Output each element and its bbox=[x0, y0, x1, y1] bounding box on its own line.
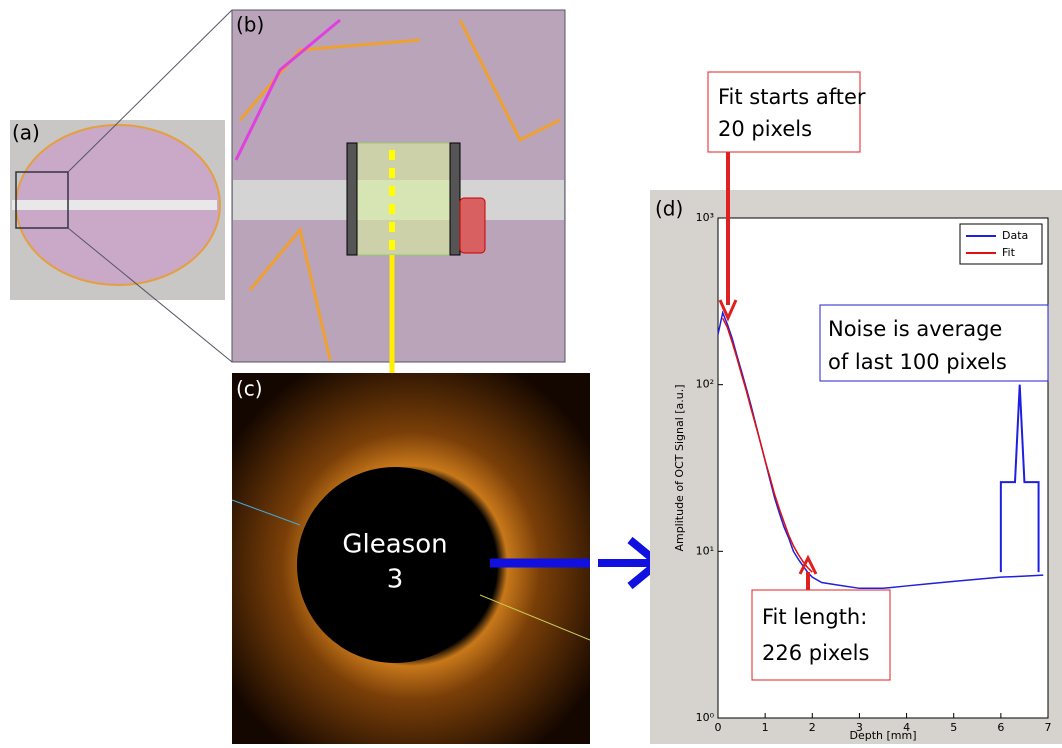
tissue-gap bbox=[12, 200, 217, 210]
y-tick-label: 10¹ bbox=[696, 544, 714, 557]
x-tick-label: 7 bbox=[1045, 721, 1052, 734]
x-tick-label: 5 bbox=[950, 721, 957, 734]
panel-label: (d) bbox=[655, 197, 683, 221]
x-tick-label: 2 bbox=[809, 721, 816, 734]
annotation: Noise is average bbox=[828, 317, 1002, 341]
scan-region bbox=[355, 143, 455, 255]
annotation: Fit starts after bbox=[718, 85, 866, 109]
legend bbox=[960, 224, 1042, 264]
panel-label: (b) bbox=[236, 13, 264, 37]
oct-label: 3 bbox=[387, 565, 404, 595]
panel-label: (a) bbox=[12, 121, 40, 145]
panel-label: (c) bbox=[236, 377, 263, 401]
annotation: 226 pixels bbox=[762, 641, 869, 665]
y-tick-label: 10² bbox=[696, 378, 714, 391]
annotation: of last 100 pixels bbox=[828, 350, 1007, 374]
y-tick-label: 10³ bbox=[696, 211, 714, 224]
marker bbox=[347, 143, 357, 255]
legend-label: Data bbox=[1002, 229, 1028, 242]
annotation: 20 pixels bbox=[718, 117, 812, 141]
x-tick-label: 6 bbox=[997, 721, 1004, 734]
marker bbox=[460, 198, 485, 253]
legend-label: Fit bbox=[1002, 246, 1016, 259]
annotation-box bbox=[752, 590, 890, 680]
figure: Gleason 3 (a) (b) (c) (d) Depth [mm] Amp… bbox=[0, 0, 1062, 744]
x-tick-label: 3 bbox=[856, 721, 863, 734]
y-tick-label: 10⁰ bbox=[696, 711, 715, 724]
oct-label: Gleason bbox=[342, 530, 447, 560]
marker bbox=[450, 143, 460, 255]
x-tick-label: 0 bbox=[715, 721, 722, 734]
annotation: Fit length: bbox=[762, 605, 867, 629]
x-tick-label: 4 bbox=[903, 721, 910, 734]
x-tick-label: 1 bbox=[762, 721, 769, 734]
y-axis-label: Amplitude of OCT Signal [a.u.] bbox=[673, 384, 686, 551]
